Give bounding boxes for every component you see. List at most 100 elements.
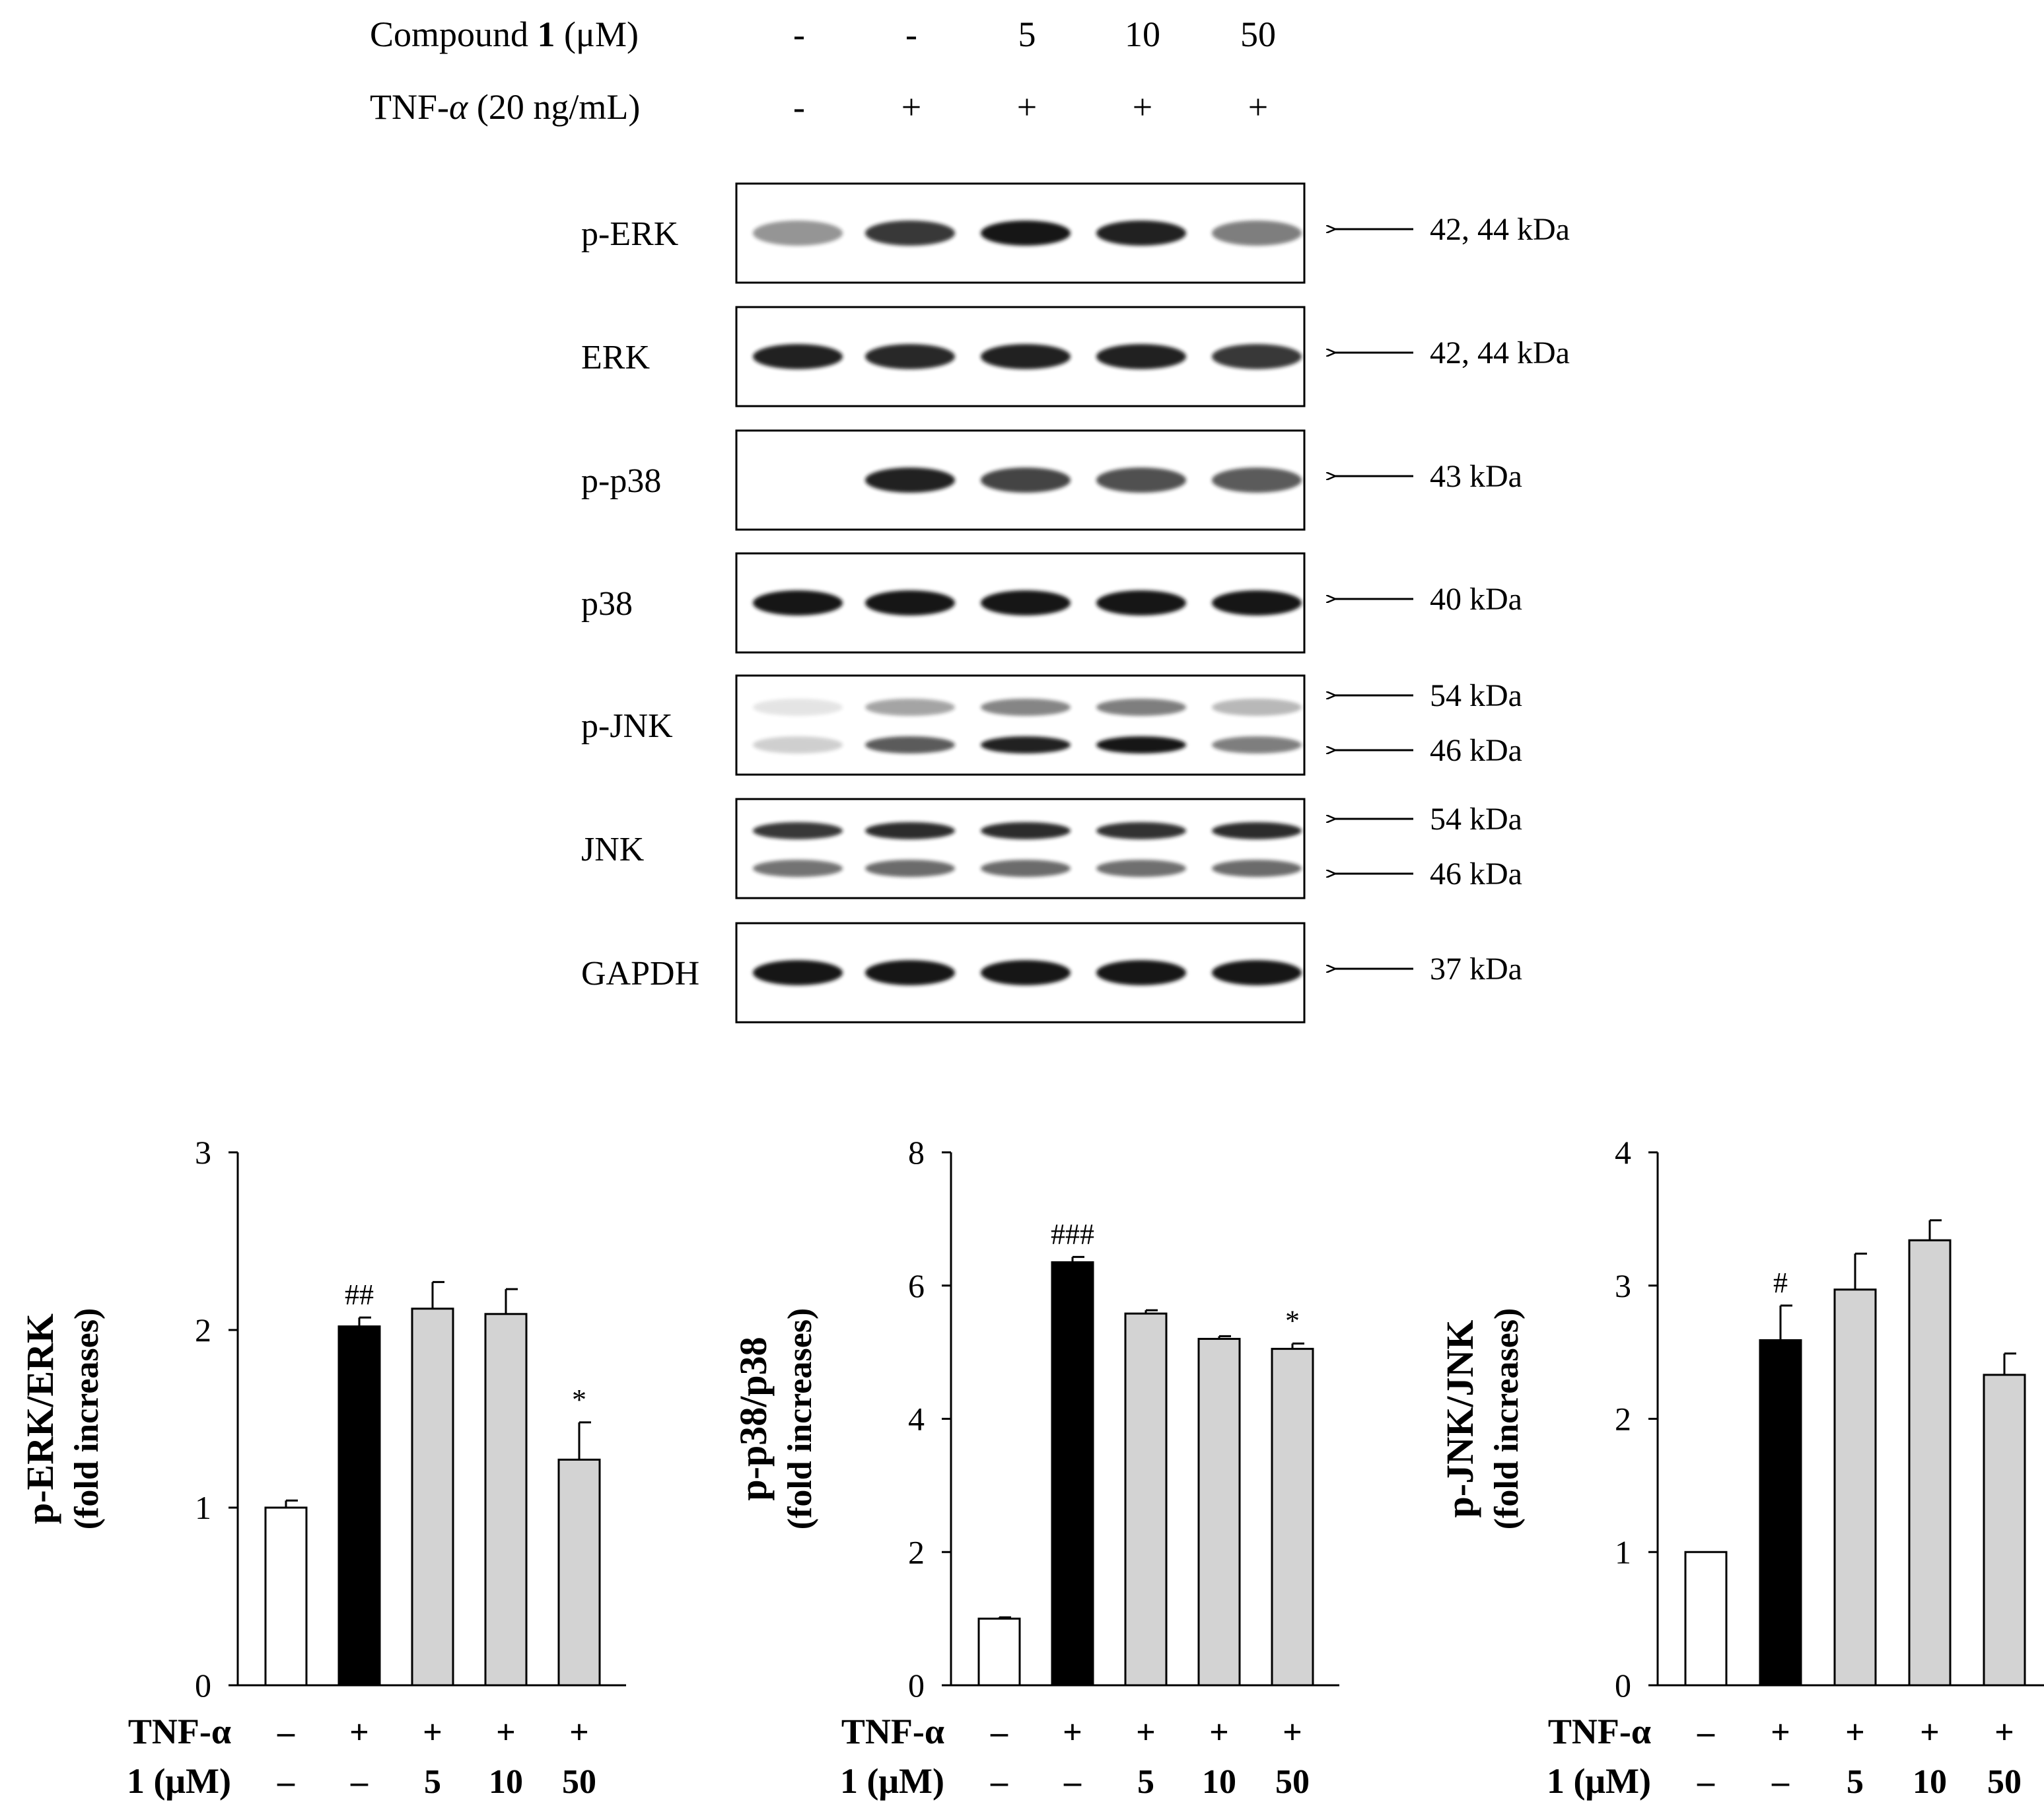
bar	[411, 1308, 454, 1687]
marker-label: 54 kDa	[1430, 802, 1522, 837]
y-axis-sublabel: (fold increases)	[781, 1308, 819, 1530]
header-label-part: (20 ng/mL)	[468, 87, 640, 127]
header-row-label: TNF-α (20 ng/mL)	[370, 87, 640, 127]
row-label-tnf: TNF-α	[1548, 1712, 1651, 1751]
y-tick-label: 6	[908, 1267, 925, 1304]
blot-band	[981, 468, 1071, 493]
row-value-compound: 5	[424, 1763, 441, 1801]
y-tick-label: 0	[1615, 1667, 1631, 1704]
row-value-tnf: +	[1920, 1714, 1940, 1751]
blot-band	[1212, 221, 1302, 246]
significance-mark: *	[1285, 1305, 1300, 1337]
blot-strip-erk: ERK 42, 44 kDa	[581, 306, 1570, 407]
blot-band	[865, 822, 955, 839]
bar-chart-2: 0 2 4 6 8 p-p38/p38 (fold increases) ### * TNF-α 1…	[732, 1134, 1339, 1801]
row-label-compound: 1 (μM)	[1547, 1761, 1651, 1801]
row-value-tnf: +	[423, 1714, 442, 1751]
row-value-tnf: +	[1771, 1714, 1790, 1751]
blot-label: ERK	[581, 339, 650, 376]
row-value-tnf: +	[1283, 1714, 1302, 1751]
row-value-compound: 5	[1847, 1763, 1864, 1801]
row-label-compound: 1 (μM)	[840, 1761, 944, 1801]
header-label-part: (μM)	[555, 15, 639, 54]
y-axis-sublabel: (fold increases)	[68, 1308, 106, 1530]
header-label-part: α	[449, 87, 469, 127]
blot-label: p-p38	[581, 462, 661, 500]
blot-band	[981, 221, 1071, 246]
significance-mark: #	[1773, 1267, 1788, 1299]
y-tick-label: 1	[1615, 1533, 1631, 1570]
blot-band	[753, 344, 843, 369]
bar	[1983, 1374, 2026, 1687]
blot-band	[753, 590, 843, 615]
blot-band	[1096, 736, 1186, 753]
blot-band	[753, 736, 843, 753]
row-label-tnf: TNF-α	[841, 1712, 944, 1751]
blot-strip-p-erk: p-ERK 42, 44 kDa	[581, 182, 1570, 284]
row-value-tnf: +	[1209, 1714, 1229, 1751]
header-lane-value: -	[793, 87, 805, 127]
y-tick-label: 2	[908, 1533, 925, 1570]
bar	[557, 1458, 601, 1687]
bar	[977, 1617, 1021, 1687]
y-tick-label: 3	[1615, 1267, 1631, 1304]
blot-label: GAPDH	[581, 955, 699, 993]
marker-label: 40 kDa	[1430, 582, 1522, 617]
row-value-compound: 10	[1913, 1763, 1947, 1801]
blot-band	[981, 590, 1071, 615]
y-tick-label: 2	[1615, 1401, 1631, 1438]
blot-band	[981, 860, 1071, 877]
y-tick-label: 2	[195, 1311, 211, 1348]
row-value-compound: 5	[1137, 1763, 1154, 1801]
blot-band	[981, 699, 1071, 716]
y-axis-label: p-p38/p38	[732, 1337, 775, 1500]
blot-band	[865, 860, 955, 877]
header-label-part: 1	[538, 15, 555, 54]
marker-label: 37 kDa	[1430, 952, 1522, 987]
header-row-label: Compound 1 (μM)	[370, 15, 639, 54]
row-value-compound: –	[1771, 1763, 1790, 1801]
header-lane-value: -	[905, 15, 917, 54]
row-value-compound: 10	[1202, 1763, 1236, 1801]
blot-band	[1096, 960, 1186, 985]
significance-mark: ##	[345, 1278, 374, 1311]
row-value-compound: 10	[489, 1763, 523, 1801]
row-value-tnf: –	[1697, 1714, 1715, 1751]
blot-band	[753, 699, 843, 716]
bar	[1197, 1337, 1241, 1687]
row-value-tnf: +	[1845, 1714, 1865, 1751]
row-value-compound: 50	[1275, 1763, 1310, 1801]
blot-strip-p-jnk: p-JNK 54 kDa 46 kDa	[581, 674, 1522, 776]
header-lane-value: +	[1017, 87, 1037, 127]
blot-band	[753, 221, 843, 246]
header-lane-value: 50	[1240, 15, 1276, 54]
bar	[1051, 1261, 1094, 1687]
blot-band	[1212, 860, 1302, 877]
y-tick-label: 0	[908, 1667, 925, 1704]
blot-band	[981, 822, 1071, 839]
row-value-compound: –	[350, 1763, 369, 1801]
blot-band	[753, 960, 843, 985]
bar	[337, 1325, 381, 1687]
row-value-tnf: +	[1994, 1714, 2014, 1751]
y-axis-label: p-JNK/JNK	[1438, 1320, 1481, 1518]
blot-box	[735, 798, 1306, 899]
treatment-header: Compound 1 (μM) - - 5 10 50 TNF-α (20 ng/mL) - +…	[370, 15, 1276, 127]
blot-band	[1212, 590, 1302, 615]
y-tick-label: 8	[908, 1134, 925, 1171]
blot-strip-jnk: JNK 54 kDa 46 kDa	[581, 798, 1522, 899]
header-label-part: TNF-	[370, 87, 449, 127]
blot-label: p38	[581, 585, 633, 623]
blot-band	[981, 960, 1071, 985]
blot-strip-p38: p38 40 kDa	[581, 552, 1522, 654]
row-value-tnf: +	[349, 1714, 369, 1751]
row-value-tnf: +	[496, 1714, 516, 1751]
row-value-tnf: –	[277, 1714, 295, 1751]
row-value-compound: –	[990, 1763, 1008, 1801]
blot-band	[865, 344, 955, 369]
blot-band	[865, 736, 955, 753]
blot-band	[753, 860, 843, 877]
y-tick-label: 4	[908, 1401, 925, 1438]
